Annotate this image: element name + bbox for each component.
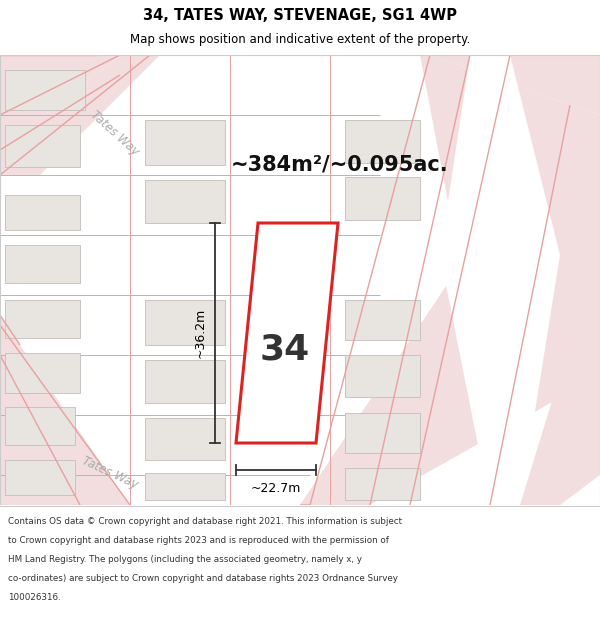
Polygon shape [145,360,225,403]
Polygon shape [236,223,338,443]
Polygon shape [440,55,560,505]
Text: Map shows position and indicative extent of the property.: Map shows position and indicative extent… [130,32,470,46]
Polygon shape [145,120,225,165]
Polygon shape [370,55,600,115]
Text: ~22.7m: ~22.7m [251,481,301,494]
Text: HM Land Registry. The polygons (including the associated geometry, namely x, y: HM Land Registry. The polygons (includin… [8,555,362,564]
Polygon shape [145,180,225,223]
Polygon shape [5,407,75,445]
Text: Tates Way: Tates Way [80,454,140,492]
Polygon shape [0,315,130,505]
Text: 34: 34 [260,333,310,367]
Polygon shape [345,468,420,500]
Polygon shape [5,245,80,283]
Polygon shape [145,300,225,345]
Text: to Crown copyright and database rights 2023 and is reproduced with the permissio: to Crown copyright and database rights 2… [8,536,389,545]
Polygon shape [300,55,600,505]
Polygon shape [345,300,420,340]
Text: ~384m²/~0.095ac.: ~384m²/~0.095ac. [231,155,449,175]
Polygon shape [5,300,80,338]
Polygon shape [0,55,120,150]
Text: 34, TATES WAY, STEVENAGE, SG1 4WP: 34, TATES WAY, STEVENAGE, SG1 4WP [143,8,457,22]
Text: co-ordinates) are subject to Crown copyright and database rights 2023 Ordnance S: co-ordinates) are subject to Crown copyr… [8,574,398,583]
Polygon shape [5,195,80,230]
Text: Tates Way: Tates Way [88,108,142,158]
Polygon shape [560,115,600,375]
Text: 100026316.: 100026316. [8,593,61,602]
Polygon shape [145,473,225,500]
Polygon shape [0,55,160,175]
Polygon shape [5,70,85,110]
Text: Contains OS data © Crown copyright and database right 2021. This information is : Contains OS data © Crown copyright and d… [8,517,402,526]
Polygon shape [345,413,420,453]
Polygon shape [345,120,420,163]
Polygon shape [145,418,225,460]
Polygon shape [5,353,80,393]
Polygon shape [345,177,420,220]
Polygon shape [520,255,600,505]
Text: ~36.2m: ~36.2m [194,308,207,358]
Polygon shape [5,125,80,167]
Polygon shape [5,460,75,495]
Polygon shape [0,355,80,505]
Polygon shape [345,355,420,397]
